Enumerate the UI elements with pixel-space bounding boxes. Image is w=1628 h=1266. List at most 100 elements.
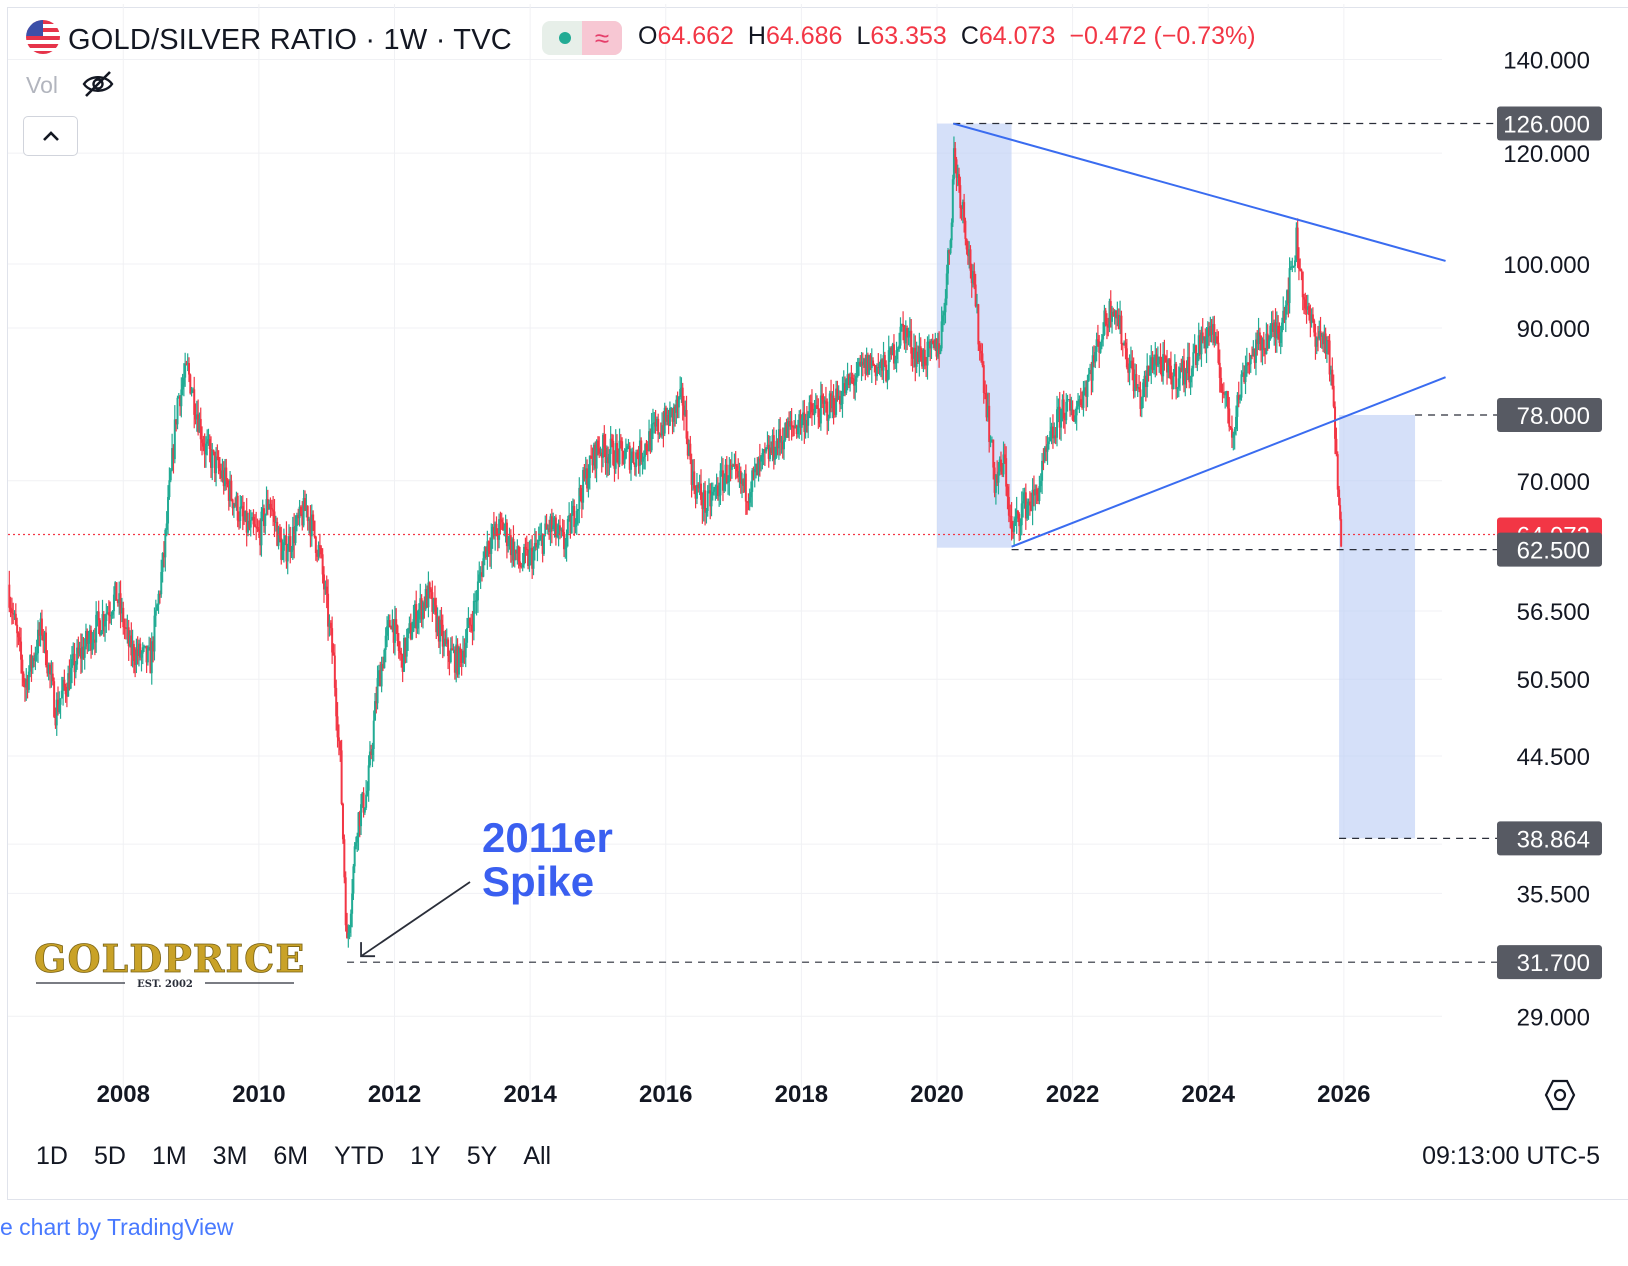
candle-body <box>602 434 605 458</box>
candle-body <box>430 589 433 593</box>
y-tick-label: 35.500 <box>1517 881 1590 908</box>
timezone-clock[interactable]: 09:13:00 UTC-5 <box>1422 1142 1600 1170</box>
candle-body <box>371 748 374 755</box>
candle-body <box>1306 306 1309 310</box>
candle-body <box>674 406 677 413</box>
candle-body <box>798 414 801 427</box>
candle-body <box>391 619 394 630</box>
candle-body <box>738 470 741 478</box>
x-tick-label: 2012 <box>368 1081 421 1108</box>
candle-body <box>1236 395 1239 417</box>
candle-body <box>216 456 219 458</box>
candle-body <box>767 444 770 459</box>
candle-body <box>366 790 369 795</box>
candle-body <box>998 459 1001 472</box>
candle-body <box>626 446 629 450</box>
range-button-1y[interactable]: 1Y <box>410 1142 441 1170</box>
candle-body <box>793 427 796 429</box>
range-button-1m[interactable]: 1M <box>151 1142 187 1170</box>
candle-body <box>826 401 829 421</box>
candle-body <box>317 545 320 557</box>
candle-body <box>755 464 758 470</box>
candle-body <box>919 346 922 358</box>
range-button-6m[interactable]: 6M <box>273 1142 309 1170</box>
realtime-status-pill[interactable]: ≈ <box>542 21 622 55</box>
candle-body <box>90 630 93 651</box>
gear-hexagon-icon[interactable] <box>1543 1078 1577 1117</box>
candle-body <box>743 473 746 486</box>
candle-body <box>217 457 220 469</box>
candle-body <box>360 804 363 827</box>
candle-body <box>101 614 104 632</box>
candle-body <box>607 457 610 464</box>
candle-body <box>1253 348 1256 363</box>
candle-body <box>840 404 843 406</box>
candle-body <box>1038 486 1041 501</box>
candle-body <box>537 540 540 546</box>
candle-body <box>1327 340 1330 342</box>
range-button-ytd[interactable]: YTD <box>334 1142 385 1170</box>
candle-body <box>838 395 841 405</box>
candle-body <box>1205 337 1208 349</box>
range-button-5y[interactable]: 5Y <box>466 1142 498 1170</box>
candle-body <box>322 574 325 590</box>
candle-body <box>264 514 267 527</box>
credit-text: chart by TradingView <box>12 1214 234 1240</box>
candle-body <box>573 505 576 527</box>
candle-body <box>1204 336 1207 349</box>
candle-body <box>720 470 723 472</box>
candle-body <box>1322 335 1325 345</box>
candle-body <box>1221 391 1224 393</box>
candle-body <box>1319 330 1322 337</box>
candle-body <box>882 355 885 371</box>
candle-body <box>408 623 411 629</box>
collapse-legend-button[interactable] <box>23 116 78 156</box>
candle-body <box>1007 496 1010 516</box>
eye-crossed-icon[interactable] <box>81 69 115 104</box>
symbol-title[interactable]: GOLD/SILVER RATIO · 1W · TVC <box>68 23 512 56</box>
candle-body <box>1077 401 1080 407</box>
candle-body <box>507 544 510 547</box>
candle-body <box>479 572 482 575</box>
candle-body <box>552 525 555 530</box>
candle-body <box>902 323 905 326</box>
candle-body <box>241 506 244 517</box>
candle-body <box>550 516 553 530</box>
candle-body <box>896 348 899 351</box>
range-button-1d[interactable]: 1D <box>36 1142 68 1170</box>
candle-body <box>531 547 534 569</box>
candle-body <box>98 620 101 636</box>
candle-body <box>1094 351 1097 363</box>
candle-body <box>1136 387 1139 389</box>
candle-body <box>1171 379 1174 390</box>
candle-body <box>50 673 53 675</box>
candle-body <box>362 792 365 813</box>
candle-body <box>734 464 737 466</box>
candle-body <box>658 433 661 435</box>
candle-body <box>640 440 643 462</box>
candle-body <box>1067 399 1070 401</box>
candle-body <box>899 326 902 346</box>
candle-body <box>92 639 95 643</box>
candle-body <box>532 551 535 569</box>
candle-body <box>226 480 229 485</box>
tradingview-credit[interactable]: e chart by TradingView <box>0 1214 234 1241</box>
candle-body <box>198 418 201 433</box>
candle-body <box>1320 335 1323 337</box>
range-button-5d[interactable]: 5D <box>93 1142 126 1170</box>
volume-label[interactable]: Vol <box>26 72 58 98</box>
candle-body <box>165 523 168 530</box>
candle-body <box>588 455 591 479</box>
candle-body <box>571 505 574 515</box>
candle-body <box>877 366 880 368</box>
candle-body <box>964 220 967 239</box>
candle-body <box>598 448 601 454</box>
candle-body <box>503 528 506 531</box>
candle-body <box>873 365 876 367</box>
candle-body <box>940 321 943 349</box>
candle-body <box>167 497 170 524</box>
candle-body <box>84 630 87 647</box>
range-button-3m[interactable]: 3M <box>212 1142 248 1170</box>
range-button-all[interactable]: All <box>523 1142 552 1170</box>
